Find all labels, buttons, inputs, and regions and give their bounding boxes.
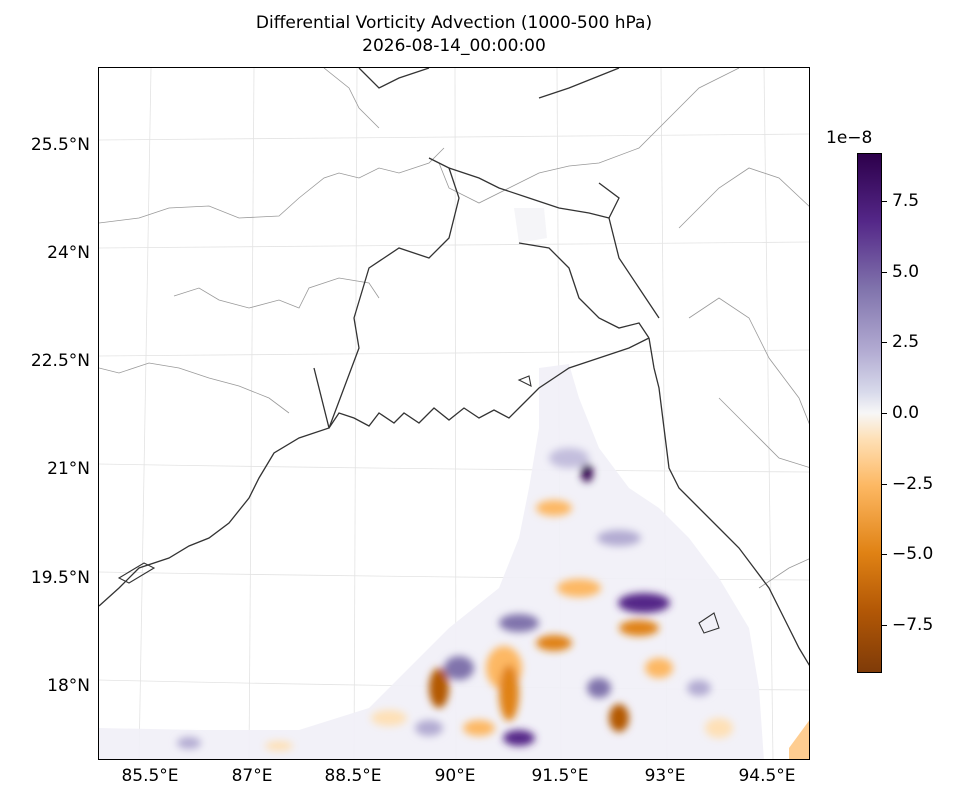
colorbar-tick bbox=[882, 624, 887, 626]
map-subtitle-timestamp: 2026-08-14_00:00:00 bbox=[362, 36, 546, 56]
colorbar-tick bbox=[882, 271, 887, 273]
lat-label: 22.5°N bbox=[30, 351, 90, 371]
colorbar-tick bbox=[882, 201, 887, 203]
lon-label: 90°E bbox=[434, 766, 476, 786]
lat-label: 19.5°N bbox=[30, 568, 90, 588]
lat-label: 21°N bbox=[47, 459, 90, 479]
colorbar-tick-label: 5.0 bbox=[892, 261, 920, 282]
colorbar-tick bbox=[882, 483, 887, 485]
lon-label: 85.5°E bbox=[121, 766, 179, 786]
lat-label: 25.5°N bbox=[30, 135, 90, 155]
colorbar-tick-label: −7.5 bbox=[892, 614, 934, 635]
colorbar-tick-label: 2.5 bbox=[892, 332, 920, 353]
vorticity-field bbox=[99, 208, 809, 759]
colorbar-tick bbox=[882, 342, 887, 344]
map-title: Differential Vorticity Advection (1000-5… bbox=[255, 13, 653, 33]
lon-label: 94.5°E bbox=[738, 766, 796, 786]
coastline-islands bbox=[117, 375, 720, 634]
colorbar-tick-label: 7.5 bbox=[892, 191, 920, 212]
map-panel bbox=[98, 67, 810, 760]
lat-label: 18°N bbox=[47, 676, 90, 696]
state-borders bbox=[99, 68, 809, 589]
colorbar-tick-label: −5.0 bbox=[892, 544, 934, 565]
lon-label: 87°E bbox=[231, 766, 273, 786]
lon-label: 91.5°E bbox=[531, 766, 589, 786]
colorbar-tick bbox=[882, 413, 887, 414]
colorbar-tick bbox=[882, 554, 887, 556]
map-canvas bbox=[99, 68, 809, 759]
colorbar-tick-label: −2.5 bbox=[892, 473, 934, 494]
colorbar-scale-label: 1e−8 bbox=[826, 128, 873, 148]
colorbar-tick-label: 0.0 bbox=[892, 403, 920, 423]
lat-label: 24°N bbox=[47, 243, 90, 263]
lon-label: 93°E bbox=[644, 766, 686, 786]
coastline bbox=[99, 68, 809, 666]
colorbar bbox=[857, 153, 882, 673]
lon-label: 88.5°E bbox=[324, 766, 382, 786]
